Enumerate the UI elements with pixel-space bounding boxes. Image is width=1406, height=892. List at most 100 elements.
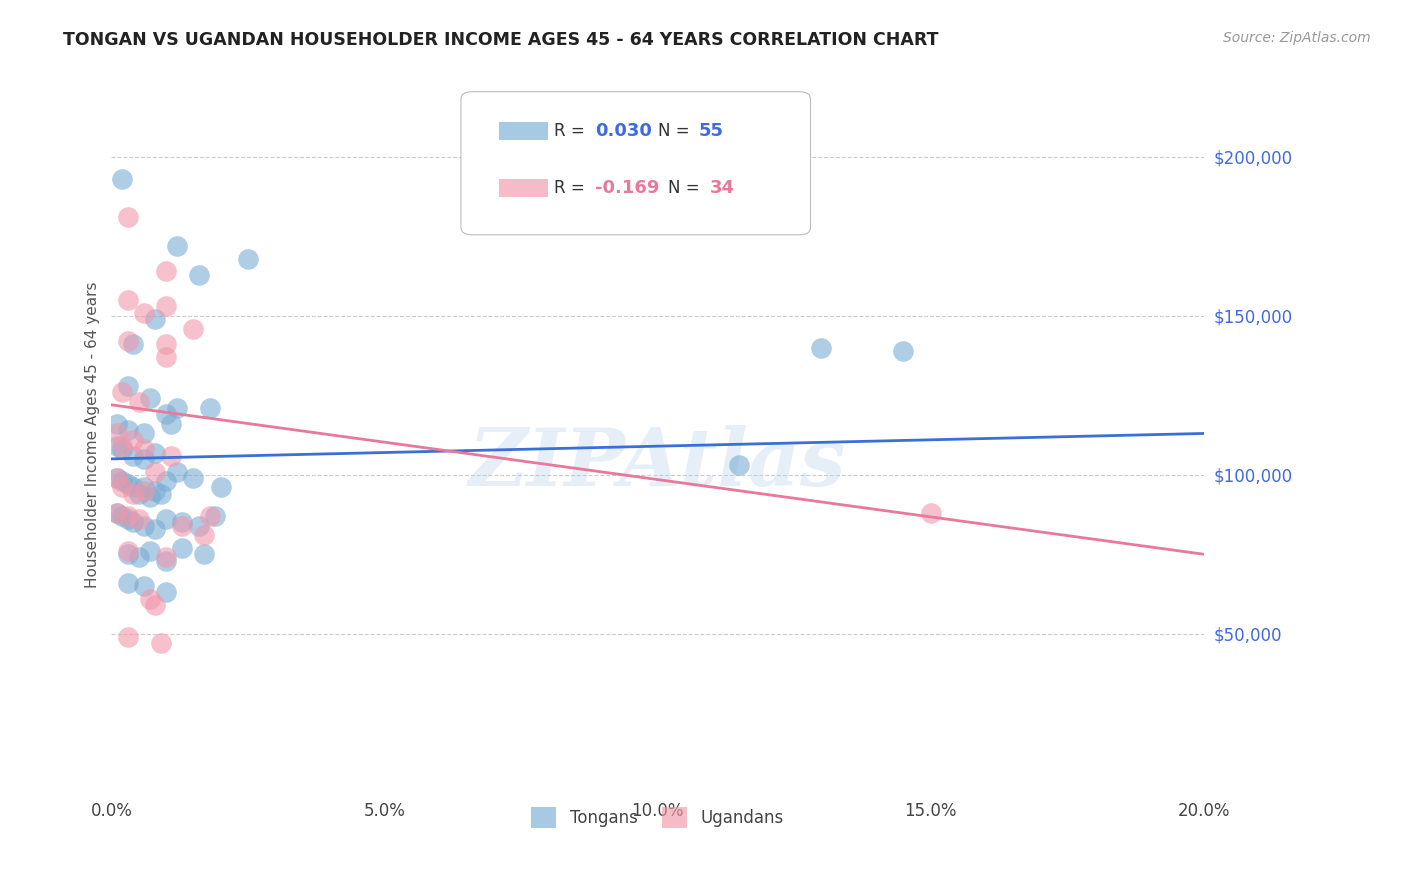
- Point: [236, 252, 259, 266]
- Point: [143, 522, 166, 536]
- Point: [149, 636, 172, 650]
- Point: [143, 483, 166, 498]
- Point: [172, 518, 194, 533]
- Text: ZIPAtlas: ZIPAtlas: [468, 425, 846, 502]
- Point: [166, 239, 188, 253]
- Point: [209, 481, 232, 495]
- Point: [134, 306, 156, 320]
- Point: [138, 591, 160, 606]
- Point: [105, 417, 128, 431]
- Text: N =: N =: [668, 179, 706, 197]
- Point: [105, 471, 128, 485]
- Y-axis label: Householder Income Ages 45 - 64 years: Householder Income Ages 45 - 64 years: [86, 282, 100, 589]
- Point: [128, 394, 150, 409]
- Point: [111, 509, 134, 524]
- Point: [122, 449, 145, 463]
- Point: [134, 442, 156, 457]
- Point: [117, 211, 139, 225]
- Point: [183, 321, 205, 335]
- Point: [111, 172, 134, 186]
- Text: -0.169: -0.169: [595, 179, 659, 197]
- Point: [891, 343, 914, 358]
- Point: [134, 483, 156, 498]
- Point: [166, 401, 188, 415]
- Point: [134, 579, 156, 593]
- Point: [105, 506, 128, 520]
- Point: [117, 575, 139, 590]
- Point: [155, 299, 177, 313]
- Point: [155, 474, 177, 488]
- Point: [183, 471, 205, 485]
- Point: [117, 509, 139, 524]
- Point: [105, 439, 128, 453]
- Point: [198, 401, 221, 415]
- Point: [187, 518, 209, 533]
- Point: [134, 481, 156, 495]
- Point: [111, 439, 134, 453]
- Point: [155, 264, 177, 278]
- Point: [111, 385, 134, 400]
- Bar: [499, 122, 548, 140]
- Point: [193, 528, 215, 542]
- Point: [117, 378, 139, 392]
- Point: [122, 337, 145, 351]
- Point: [128, 512, 150, 526]
- Point: [198, 509, 221, 524]
- Point: [155, 350, 177, 364]
- Point: [172, 516, 194, 530]
- Text: 0.030: 0.030: [595, 122, 652, 140]
- Point: [138, 544, 160, 558]
- Text: Source: ZipAtlas.com: Source: ZipAtlas.com: [1223, 31, 1371, 45]
- Point: [117, 334, 139, 349]
- Point: [155, 550, 177, 565]
- Text: R =: R =: [554, 122, 589, 140]
- Point: [117, 630, 139, 644]
- Point: [122, 516, 145, 530]
- Point: [117, 477, 139, 491]
- Point: [117, 423, 139, 437]
- Point: [143, 445, 166, 459]
- Text: 55: 55: [699, 122, 724, 140]
- Point: [155, 553, 177, 567]
- Point: [111, 442, 134, 457]
- Point: [160, 449, 183, 463]
- Point: [134, 426, 156, 441]
- Point: [920, 506, 942, 520]
- Point: [172, 541, 194, 555]
- Point: [105, 506, 128, 520]
- Point: [138, 392, 160, 406]
- Point: [193, 547, 215, 561]
- Point: [138, 490, 160, 504]
- Point: [810, 341, 832, 355]
- Point: [117, 293, 139, 307]
- Point: [128, 550, 150, 565]
- Point: [105, 426, 128, 441]
- Point: [143, 312, 166, 326]
- Point: [187, 268, 209, 282]
- Legend: Tongans, Ugandans: Tongans, Ugandans: [524, 801, 790, 834]
- Point: [155, 408, 177, 422]
- Text: TONGAN VS UGANDAN HOUSEHOLDER INCOME AGES 45 - 64 YEARS CORRELATION CHART: TONGAN VS UGANDAN HOUSEHOLDER INCOME AGE…: [63, 31, 939, 49]
- Point: [149, 487, 172, 501]
- Point: [160, 417, 183, 431]
- Point: [111, 481, 134, 495]
- Point: [204, 509, 226, 524]
- Text: R =: R =: [554, 179, 589, 197]
- Point: [122, 481, 145, 495]
- Point: [122, 487, 145, 501]
- Point: [105, 471, 128, 485]
- Point: [117, 544, 139, 558]
- Point: [117, 547, 139, 561]
- Point: [155, 337, 177, 351]
- Point: [122, 433, 145, 447]
- Point: [143, 598, 166, 612]
- Point: [166, 465, 188, 479]
- Point: [155, 512, 177, 526]
- Bar: [499, 179, 548, 197]
- Point: [155, 585, 177, 599]
- Text: N =: N =: [658, 122, 695, 140]
- Text: 34: 34: [710, 179, 735, 197]
- Point: [117, 512, 139, 526]
- Point: [143, 465, 166, 479]
- Point: [134, 451, 156, 466]
